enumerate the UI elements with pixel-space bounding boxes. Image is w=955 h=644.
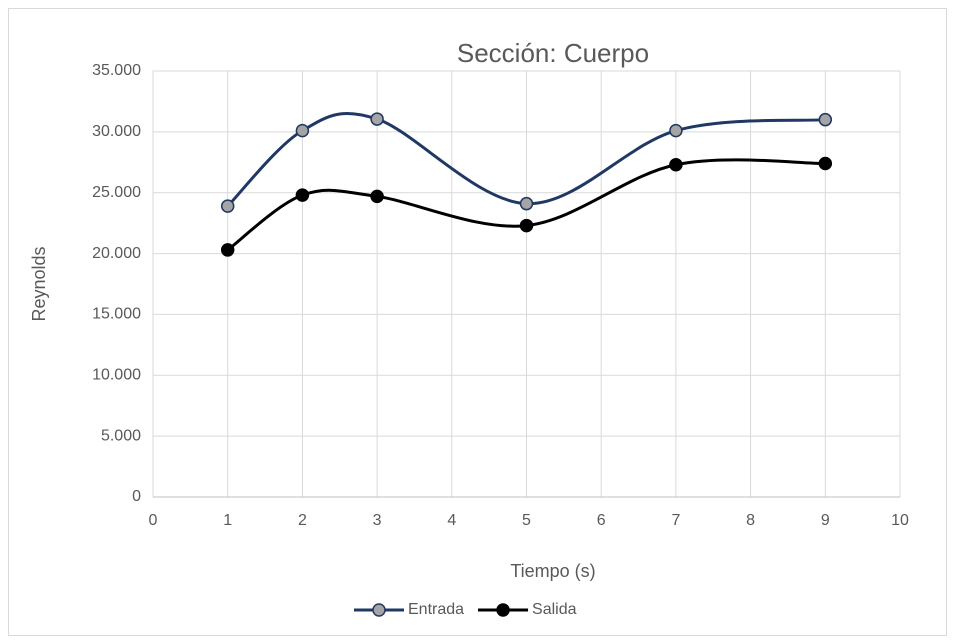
data-point <box>295 123 310 138</box>
data-point <box>370 112 384 126</box>
x-tick-label: 4 <box>447 512 456 529</box>
data-point <box>818 112 833 127</box>
legend-marker <box>496 603 510 617</box>
data-point <box>669 157 683 172</box>
y-tick-label: 30.000 <box>92 123 141 140</box>
x-tick-label: 7 <box>671 512 680 529</box>
data-point <box>669 123 683 138</box>
x-tick-label: 10 <box>891 512 909 529</box>
data-point <box>818 156 833 171</box>
chart-title: Sección: Cuerpo <box>457 38 649 68</box>
data-point <box>370 189 384 204</box>
y-tick-label: 35.000 <box>92 62 141 79</box>
legend-marker <box>372 603 386 617</box>
data-point <box>220 199 235 213</box>
y-tick-label: 15.000 <box>92 306 141 323</box>
x-tick-label: 3 <box>373 512 382 529</box>
data-point <box>220 243 235 257</box>
x-tick-label: 8 <box>746 512 755 529</box>
data-point <box>519 218 534 233</box>
x-tick-label: 5 <box>522 512 531 529</box>
legend-label: Salida <box>532 601 577 618</box>
y-tick-label: 25.000 <box>92 184 141 201</box>
x-tick-label: 1 <box>223 512 232 529</box>
data-point <box>519 196 534 211</box>
y-axis-label: Reynolds <box>29 246 49 321</box>
data-point <box>295 188 310 202</box>
x-axis-label: Tiempo (s) <box>510 561 595 581</box>
x-tick-label: 2 <box>298 512 307 529</box>
y-tick-label: 10.000 <box>92 367 141 384</box>
y-tick-label: 20.000 <box>92 245 141 262</box>
x-tick-label: 0 <box>149 512 158 529</box>
x-tick-label: 6 <box>597 512 606 529</box>
y-tick-label: 5.000 <box>101 427 141 444</box>
legend-label: Entrada <box>408 601 464 618</box>
x-tick-label: 9 <box>821 512 830 529</box>
chart-border <box>8 8 947 636</box>
y-tick-label: 0 <box>132 488 141 505</box>
